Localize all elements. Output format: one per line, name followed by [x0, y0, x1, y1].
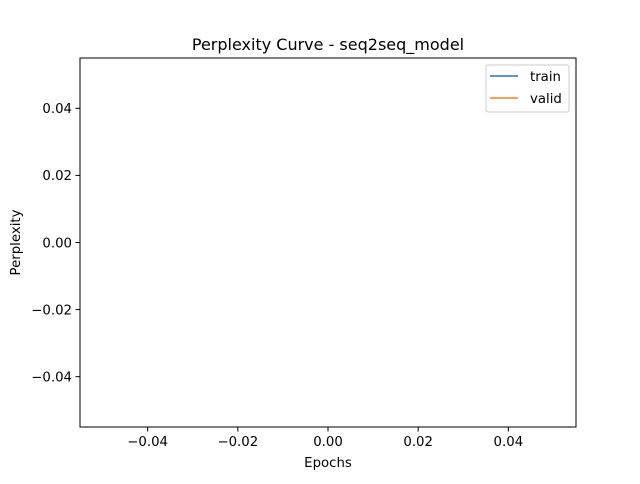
y-tick-label: 0.02 [42, 169, 72, 184]
x-axis: −0.04 −0.02 0.00 0.02 0.04 [127, 427, 523, 450]
y-axis-label: Perplexity [9, 209, 24, 275]
x-tick-label: 0.00 [313, 435, 343, 450]
y-axis: −0.04 −0.02 0.00 0.02 0.04 [31, 102, 80, 385]
x-axis-label: Epochs [304, 456, 352, 471]
legend-label-train: train [530, 70, 561, 85]
plot-frame [79, 57, 577, 428]
x-tick-label: 0.04 [494, 435, 524, 450]
chart-title: Perplexity Curve - seq2seq_model [192, 35, 464, 55]
y-tick-label: −0.02 [31, 303, 72, 318]
x-tick-label: −0.02 [217, 435, 258, 450]
x-tick-label: 0.02 [403, 435, 433, 450]
legend: train valid [485, 64, 570, 113]
y-tick-label: 0.00 [42, 236, 72, 251]
y-tick-label: −0.04 [31, 370, 72, 385]
legend-label-valid: valid [530, 92, 562, 107]
x-tick-label: −0.04 [127, 435, 168, 450]
y-tick-label: 0.04 [42, 102, 72, 117]
